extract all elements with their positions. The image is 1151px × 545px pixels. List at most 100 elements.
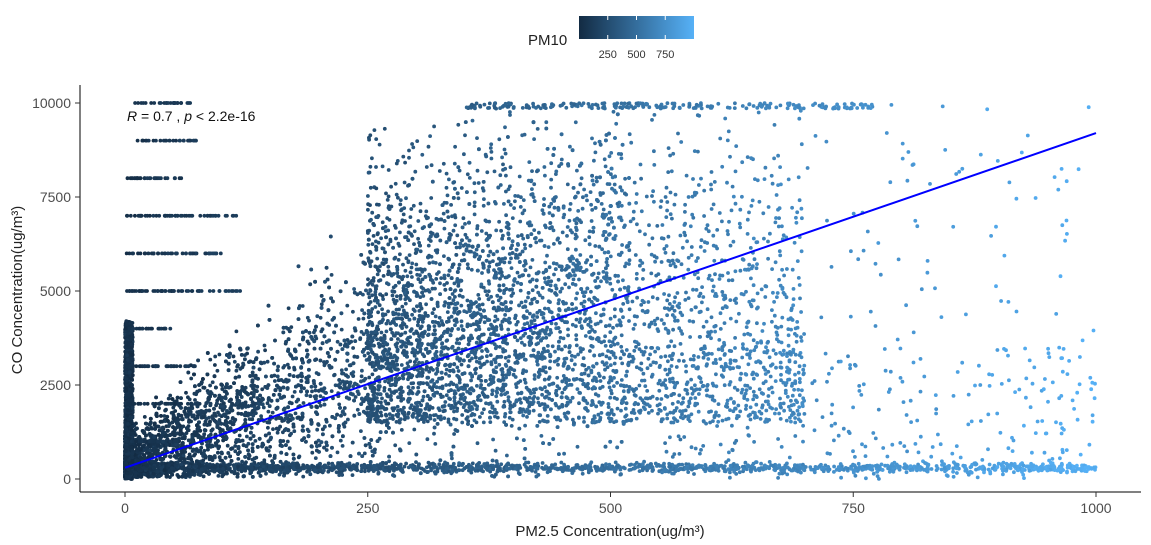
scatter-point (489, 362, 494, 367)
scatter-point (439, 319, 444, 323)
scatter-point (335, 339, 340, 344)
scatter-point (168, 393, 173, 398)
scatter-point (206, 397, 211, 401)
scatter-point (338, 342, 343, 347)
scatter-point (545, 282, 550, 286)
scatter-point (301, 424, 305, 429)
scatter-point (318, 315, 323, 320)
scatter-point (432, 307, 436, 311)
scatter-point (414, 452, 419, 457)
scatter-point (570, 302, 574, 306)
scatter-point (326, 461, 331, 466)
scatter-point (301, 474, 306, 479)
scatter-point (613, 136, 617, 140)
scatter-point (245, 351, 250, 356)
scatter-point (590, 136, 594, 141)
scatter-point (334, 323, 338, 328)
scatter-point (495, 262, 499, 267)
scatter-point (531, 195, 536, 200)
scatter-point (475, 441, 480, 446)
scatter-point (487, 264, 492, 269)
scatter-point (459, 288, 463, 293)
scatter-point (309, 335, 314, 339)
scatter-point (506, 474, 510, 479)
scatter-point (532, 137, 536, 142)
scatter-point (526, 291, 531, 295)
scatter-point (286, 405, 290, 410)
scatter-point (593, 141, 597, 146)
scatter-point (317, 443, 322, 448)
scatter-point (299, 365, 304, 370)
scatter-point (498, 183, 503, 187)
scatter-point (595, 276, 600, 280)
scatter-point (181, 453, 186, 458)
scatter-point (484, 258, 489, 263)
scatter-point (331, 316, 336, 321)
scatter-point (235, 389, 240, 393)
scatter-point (133, 433, 138, 437)
scatter-point (273, 388, 278, 393)
scatter-point (217, 352, 222, 357)
scatter-point (179, 406, 183, 410)
scatter-point (342, 406, 347, 410)
scatter-point (397, 275, 402, 279)
legend: PM10 250 500 750 (528, 16, 694, 61)
scatter-point (195, 389, 200, 394)
scatter-point (352, 413, 357, 418)
scatter-point (443, 287, 448, 292)
scatter-point (240, 438, 245, 443)
scatter-point (480, 411, 484, 415)
scatter-point (518, 252, 522, 257)
legend-colorbar (579, 16, 694, 39)
scatter-point (291, 452, 296, 457)
scatter-point (290, 394, 295, 399)
scatter-point (286, 306, 291, 311)
scatter-point (251, 401, 256, 406)
scatter-point (315, 427, 320, 432)
scatter-point (291, 424, 296, 429)
scatter-point (373, 447, 377, 452)
scatter-point (216, 410, 220, 415)
scatter-point (535, 424, 540, 428)
scatter-point (299, 385, 304, 390)
scatter-point (540, 461, 545, 465)
scatter-point (268, 445, 272, 449)
scatter-point (348, 380, 353, 385)
scatter-point (416, 323, 420, 328)
scatter-point (289, 431, 293, 436)
scatter-point (627, 201, 632, 206)
scatter-point (453, 295, 457, 299)
scatter-point (297, 343, 302, 347)
scatter-point (567, 207, 572, 212)
scatter-point (319, 302, 324, 307)
scatter-point (608, 281, 613, 286)
scatter-point (453, 323, 457, 328)
scatter-point (384, 430, 388, 434)
scatter-point (418, 201, 423, 206)
scatter-point (202, 422, 207, 427)
scatter-point (201, 474, 206, 479)
scatter-point (359, 429, 363, 433)
scatter-point (618, 472, 623, 477)
scatter-point (208, 439, 212, 444)
scatter-point (591, 182, 596, 187)
scatter-point (592, 353, 597, 358)
scatter-point (508, 203, 513, 207)
scatter-point (351, 346, 355, 350)
scatter-point (461, 328, 466, 332)
scatter-point (281, 325, 286, 330)
scatter-point (589, 289, 593, 294)
scatter-point (539, 434, 544, 438)
scatter-point (346, 417, 350, 422)
scatter-point (587, 242, 592, 247)
scatter-point (513, 335, 517, 339)
scatter-point (384, 292, 389, 297)
scatter-point (358, 336, 363, 341)
scatter-point (250, 446, 255, 450)
scatter-point (432, 431, 436, 436)
scatter-point (433, 314, 438, 319)
scatter-point (366, 323, 370, 327)
scatter-point (350, 473, 355, 477)
scatter-point (276, 364, 280, 369)
scatter-point (446, 215, 451, 220)
